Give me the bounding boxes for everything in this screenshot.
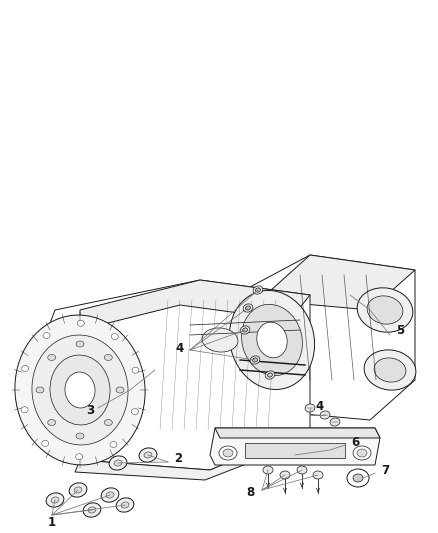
Ellipse shape (353, 474, 363, 482)
Ellipse shape (357, 449, 367, 457)
Text: 1: 1 (48, 515, 56, 529)
Ellipse shape (253, 358, 258, 362)
Ellipse shape (114, 460, 122, 466)
Ellipse shape (69, 483, 87, 497)
Ellipse shape (76, 454, 83, 459)
Ellipse shape (243, 328, 247, 332)
Ellipse shape (46, 493, 64, 507)
Ellipse shape (110, 441, 117, 448)
Ellipse shape (74, 487, 82, 493)
Polygon shape (75, 430, 305, 480)
Ellipse shape (131, 408, 138, 415)
Ellipse shape (242, 304, 302, 376)
Ellipse shape (78, 320, 85, 326)
Ellipse shape (257, 322, 287, 358)
Ellipse shape (202, 328, 238, 352)
Ellipse shape (116, 498, 134, 512)
Ellipse shape (240, 326, 250, 334)
Polygon shape (40, 280, 310, 470)
Ellipse shape (219, 446, 237, 460)
Polygon shape (235, 255, 415, 420)
Ellipse shape (364, 350, 416, 390)
Ellipse shape (255, 288, 261, 292)
Text: 5: 5 (396, 324, 404, 336)
Ellipse shape (51, 497, 59, 503)
Ellipse shape (347, 469, 369, 487)
Ellipse shape (353, 446, 371, 460)
Polygon shape (210, 428, 380, 465)
Text: 8: 8 (246, 486, 254, 498)
Ellipse shape (101, 488, 119, 502)
Ellipse shape (121, 502, 129, 508)
Text: 2: 2 (174, 453, 182, 465)
Ellipse shape (330, 418, 340, 426)
Ellipse shape (320, 411, 330, 419)
Ellipse shape (144, 452, 152, 458)
Ellipse shape (305, 404, 315, 412)
Ellipse shape (374, 358, 406, 382)
Ellipse shape (76, 341, 84, 347)
Ellipse shape (36, 387, 44, 393)
Ellipse shape (132, 367, 139, 373)
Ellipse shape (32, 335, 128, 445)
Ellipse shape (268, 373, 272, 377)
Ellipse shape (280, 471, 290, 479)
Ellipse shape (253, 286, 263, 294)
Ellipse shape (48, 419, 56, 425)
Ellipse shape (230, 290, 314, 390)
Ellipse shape (88, 507, 96, 513)
Polygon shape (260, 255, 415, 310)
Ellipse shape (48, 354, 56, 360)
Polygon shape (245, 443, 345, 458)
Text: 6: 6 (351, 435, 359, 448)
Ellipse shape (106, 492, 114, 498)
Ellipse shape (104, 354, 112, 360)
Ellipse shape (367, 296, 403, 324)
Ellipse shape (250, 356, 260, 364)
Ellipse shape (21, 366, 28, 372)
Ellipse shape (297, 466, 307, 474)
Ellipse shape (43, 333, 50, 338)
Ellipse shape (109, 456, 127, 470)
Ellipse shape (263, 466, 273, 474)
Polygon shape (80, 280, 310, 330)
Text: 3: 3 (86, 403, 94, 416)
Ellipse shape (243, 304, 253, 312)
Ellipse shape (139, 448, 157, 462)
Ellipse shape (116, 387, 124, 393)
Text: 7: 7 (381, 464, 389, 477)
Ellipse shape (15, 315, 145, 465)
Ellipse shape (111, 334, 118, 340)
Ellipse shape (313, 471, 323, 479)
Ellipse shape (50, 355, 110, 425)
Text: 4: 4 (176, 342, 184, 354)
Ellipse shape (104, 419, 112, 425)
Ellipse shape (42, 440, 49, 447)
Text: 4: 4 (316, 400, 324, 414)
Ellipse shape (265, 371, 275, 379)
Polygon shape (215, 428, 380, 438)
Ellipse shape (76, 433, 84, 439)
Ellipse shape (65, 372, 95, 408)
Ellipse shape (258, 331, 282, 349)
Ellipse shape (21, 407, 28, 413)
Ellipse shape (223, 449, 233, 457)
Ellipse shape (246, 306, 251, 310)
Ellipse shape (83, 503, 101, 517)
Ellipse shape (357, 288, 413, 332)
